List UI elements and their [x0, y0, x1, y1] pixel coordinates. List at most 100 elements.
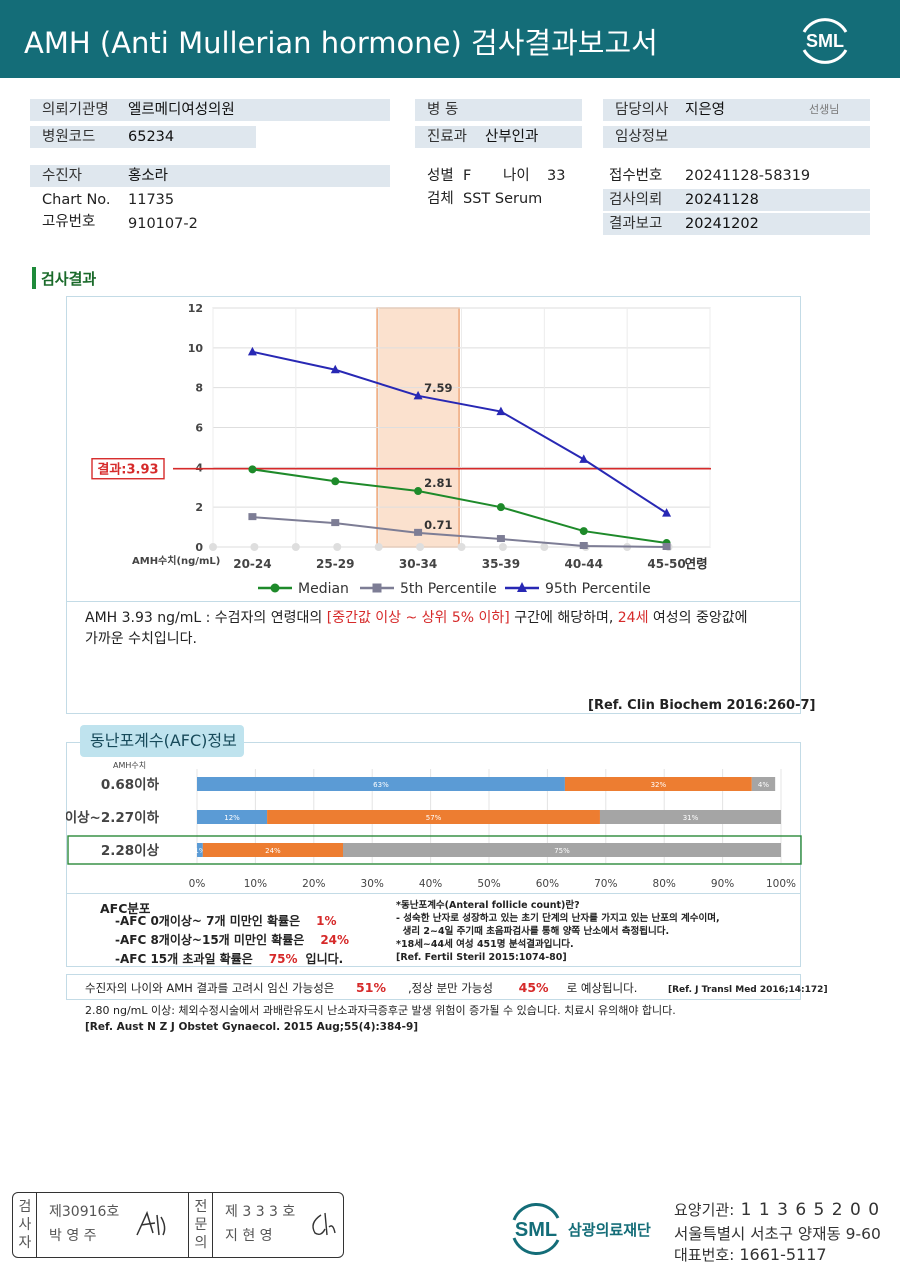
y-tick-label: 10 [188, 342, 204, 355]
interpretation-text2: 구간에 해당하며, [509, 610, 618, 626]
series-point [496, 535, 505, 543]
bar-segment [197, 777, 565, 791]
bar-value-label: 57% [426, 814, 442, 822]
tester-name: 박 영 주 [49, 1228, 97, 1244]
bar-value-label: 75% [554, 847, 570, 855]
series-line-1 [252, 516, 667, 548]
pregnancy-panel [66, 974, 801, 1000]
afc-dist-value: 75% [268, 952, 298, 966]
series-point [579, 542, 588, 550]
doctor-label: 담당의사 [615, 102, 669, 118]
afc-dist-title: AFC분포 [100, 901, 151, 916]
afc-dist-text: -AFC 0개이상~ 7개 미만인 확률은 [115, 914, 301, 928]
clinical-row: 임상정보 [603, 126, 870, 148]
hospital-code-row: 병원코드 65234 [30, 126, 256, 148]
department-label: 진료과 [427, 129, 468, 145]
bar-value-label: 32% [651, 781, 667, 789]
bar-segment [202, 843, 343, 857]
pregnancy-text1: 수진자의 나이와 AMH 결과를 고려시 임신 가능성은 [85, 981, 335, 995]
bar-x-tick: 50% [477, 878, 500, 890]
signature-box: 검 사 자 제30916호 박 영 주 전 문 의 제 3 3 3 호 지 현 … [12, 1192, 344, 1258]
bar-value-label: 1% [194, 847, 205, 855]
bar-x-tick: 80% [653, 878, 676, 890]
section-marker [32, 267, 36, 289]
series-point [662, 508, 672, 517]
hospital-code-value: 65234 [128, 129, 175, 145]
bar-segment [564, 777, 752, 791]
department-row: 진료과 산부인과 [415, 126, 582, 148]
footer-logo-text: SML [515, 1219, 557, 1241]
doctor-value: 지은영 [685, 102, 726, 118]
y-tick-label: 12 [188, 302, 203, 315]
institution-value: 엘르메디여성의원 [128, 102, 235, 118]
legend-label: 95th Percentile [545, 581, 651, 597]
specialist-no: 제 3 3 3 호 [225, 1204, 296, 1220]
pregnancy-text2: ,정상 분만 가능성 [407, 981, 493, 995]
pregnancy-rate: 51% [356, 980, 386, 995]
report-header: AMH (Anti Mullerian hormone) 검사결과보고서 SML [0, 0, 900, 78]
bar-x-tick: 10% [244, 878, 267, 890]
phone: 대표번호: 1661-5117 [674, 1244, 827, 1265]
series-point [579, 527, 588, 536]
x-axis-dot [540, 543, 549, 551]
receipt-value: 20241128-58319 [685, 168, 811, 184]
afc-dist-row: -AFC 0개이상~ 7개 미만인 확률은 1% [115, 912, 345, 930]
point-label: 7.59 [424, 381, 452, 395]
y-tick-label: 2 [195, 501, 203, 514]
x-axis-dot [374, 543, 383, 551]
point-label: 0.71 [424, 518, 452, 532]
sml-logo-text: SML [806, 31, 844, 51]
x-axis-dot [416, 543, 425, 551]
y-tick-label: 6 [195, 422, 203, 435]
afc-definition-line: *18세~44세 여성 451명 분석결과입니다. [396, 939, 574, 950]
tester-label-2: 사 [18, 1217, 32, 1233]
legend-label: Median [298, 581, 349, 597]
specialist-label-3: 의 [194, 1235, 208, 1251]
specialist-signature-icon [312, 1212, 336, 1236]
caution-ref: [Ref. Aust N Z J Obstet Gynaecol. 2015 A… [85, 1021, 419, 1033]
result-label-box [91, 458, 165, 480]
bar-value-label: 4% [758, 781, 769, 789]
interpretation-ref: [Ref. Clin Biochem 2016:260-7] [588, 698, 816, 713]
bar-category-label: 0.69이상~2.27이하 [66, 809, 160, 826]
series-point [247, 346, 257, 356]
afc-dist-value: 24% [320, 933, 350, 947]
institution-row: 의뢰기관명 엘르메디여성의원 [30, 99, 390, 121]
series-line-0 [252, 468, 667, 545]
bar-value-label: 12% [224, 814, 240, 822]
bar-segment [197, 810, 268, 824]
phone-value: 1661-5117 [734, 1245, 827, 1264]
ward-row: 병 동 [415, 99, 582, 121]
afc-dist-text: -AFC 15개 초과일 확률은 [115, 952, 253, 966]
chart-no-value: 11735 [128, 192, 175, 208]
series-point [331, 477, 340, 486]
specialist-label-1: 전 [194, 1199, 208, 1215]
chart-no-label: Chart No. [42, 192, 111, 208]
point-label: 2.81 [424, 476, 452, 490]
y-tick-label: 8 [195, 382, 203, 395]
series-point [579, 454, 589, 463]
specialist-label-cell: 전 문 의 [189, 1193, 213, 1257]
series-point [496, 406, 506, 416]
request-row: 검사의뢰 20241128 [603, 189, 870, 211]
ward-label: 병 동 [427, 102, 459, 118]
legend-marker [372, 583, 382, 593]
caution-line1: 2.80 ng/mL 이상: 체외수정시술에서 과배란유도시 난소과자극증후군 … [85, 1004, 676, 1017]
foundation-name: 삼광의료재단 [568, 1221, 651, 1239]
afc-tab: 동난포계수(AFC)정보 [80, 725, 244, 757]
bar-segment [343, 843, 781, 857]
institution-code: 요양기관: 1 1 3 6 5 2 0 0 [674, 1199, 880, 1220]
age-value: 33 [547, 168, 566, 184]
series-point [662, 543, 671, 550]
bar-segment [197, 843, 203, 857]
request-label: 검사의뢰 [609, 192, 663, 208]
patient-row: 수진자 홍소라 [30, 165, 390, 187]
institution-label: 의뢰기관명 [42, 102, 109, 118]
sex-value: F [463, 168, 472, 184]
panel-divider [67, 601, 800, 602]
x-tick-label: 45-50 [647, 557, 685, 571]
bar-segment [751, 777, 776, 791]
amh-line-chart: 0 2 4 6 8 10 12 20-24 25-29 30-34 35-39 40-44 45-50연… [91, 302, 711, 597]
tester-label-1: 검 [18, 1199, 32, 1215]
legend-marker [517, 582, 527, 592]
